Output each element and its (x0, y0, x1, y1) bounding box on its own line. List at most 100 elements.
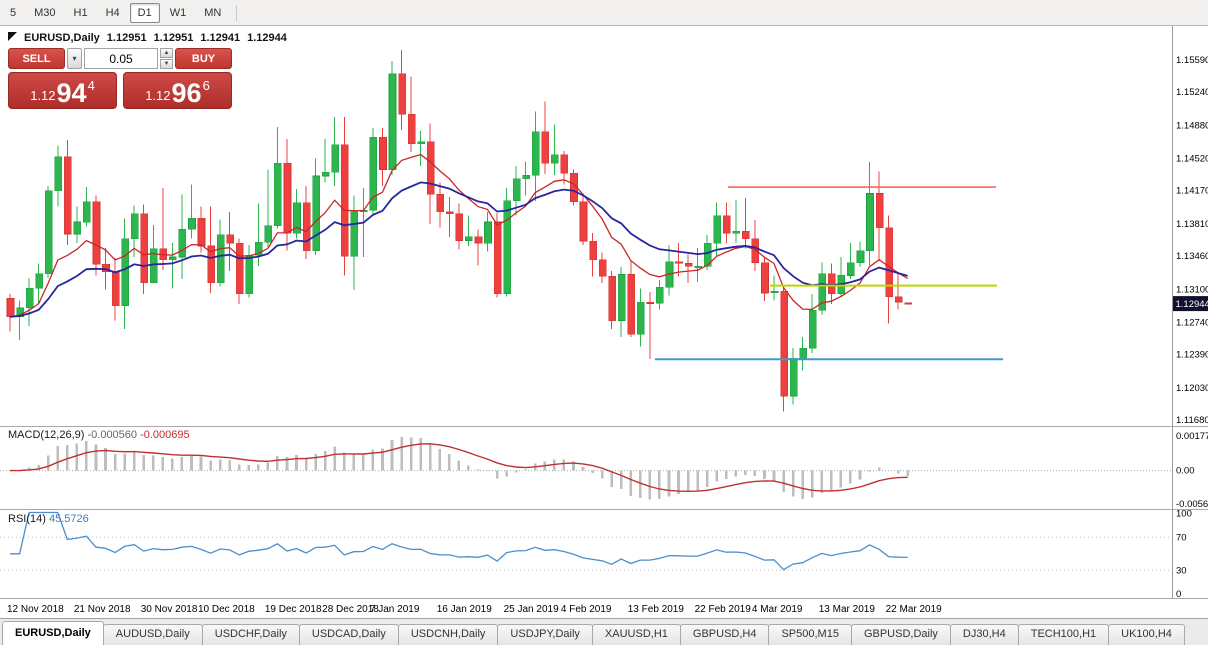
timeframe-button-h4[interactable]: H4 (98, 3, 128, 23)
sell-price-box[interactable]: 1.12 94 4 (8, 72, 117, 109)
candle (484, 211, 492, 252)
price-axis[interactable]: 1.15590 1.15240 1.14880 1.14520 1.14170 1.138… (1173, 55, 1208, 426)
ohlc-high: 1.12951 (153, 32, 194, 44)
candle (808, 293, 817, 353)
buy-button[interactable]: BUY (175, 48, 232, 69)
candle (379, 128, 387, 187)
candle (531, 111, 540, 201)
sell-price-big: 94 (56, 77, 87, 108)
macd-axis-label: 0.00177 (1176, 431, 1208, 442)
timeframe-button-m30[interactable]: M30 (26, 3, 63, 23)
ohlc-low: 1.12941 (200, 32, 241, 44)
candle (83, 187, 91, 227)
candle (73, 206, 82, 244)
timeframe-button-mn[interactable]: MN (196, 3, 229, 23)
lot-dropdown-button[interactable]: ▾ (67, 48, 82, 69)
lot-spinner: ▲ ▼ (160, 48, 173, 69)
price-axis-label: 1.14880 (1176, 120, 1208, 131)
time-axis-label: 13 Feb 2019 (628, 604, 685, 615)
symbol-tab-gbpusd-daily[interactable]: GBPUSD,Daily (850, 624, 951, 645)
candle (16, 300, 24, 340)
price-axis-label: 1.13810 (1176, 219, 1208, 230)
rsi-label: RSI(14) 45.5726 (8, 513, 89, 525)
time-axis[interactable]: 12 Nov 2018 21 Nov 2018 30 Nov 2018 10 Dec … (7, 604, 942, 615)
price-axis-label: 1.12740 (1176, 317, 1208, 328)
symbol-tab-uk100-h4[interactable]: UK100,H4 (1108, 624, 1185, 645)
candle (159, 188, 168, 270)
candle (789, 348, 798, 405)
candle (722, 202, 731, 244)
symbol-tab-usdjpy-daily[interactable]: USDJPY,Daily (497, 624, 593, 645)
candle (474, 229, 483, 266)
candle (875, 171, 884, 259)
rsi-line (10, 511, 908, 571)
candle (340, 117, 349, 276)
candle (541, 101, 550, 175)
one-click-toggle-icon[interactable] (8, 32, 17, 41)
time-axis-label: 16 Jan 2019 (437, 604, 492, 615)
symbol-tab-gbpusd-h4[interactable]: GBPUSD,H4 (679, 624, 770, 645)
candle (455, 203, 464, 250)
candle (436, 182, 445, 228)
timeframe-button-d1[interactable]: D1 (129, 2, 160, 23)
candle (169, 243, 177, 289)
macd-signal-line (9, 443, 908, 493)
timeframe-button-h1[interactable]: H1 (66, 3, 96, 23)
symbol-tab-sp500-m15[interactable]: SP500,M15 (768, 624, 852, 645)
chart-window: 1.15590 1.15240 1.14880 1.14520 1.14170 1.138… (0, 26, 1208, 618)
symbol-tab-audusd-daily[interactable]: AUDUSD,Daily (102, 624, 203, 645)
chevron-down-icon: ▾ (72, 53, 77, 63)
toolbar-divider (236, 4, 238, 21)
moving-averages-layer (9, 153, 909, 318)
symbol-tab-eurusd-daily[interactable]: EURUSD,Daily (2, 621, 104, 645)
symbol-tab-dj30-h4[interactable]: DJ30,H4 (949, 624, 1019, 645)
chart-canvas[interactable]: 1.15590 1.15240 1.14880 1.14520 1.14170 1.138… (0, 26, 1208, 618)
candle (598, 252, 607, 283)
symbol-tab-bar: EURUSD,Daily AUDUSD,Daily USDCHF,Daily USDC… (0, 618, 1208, 645)
candle (369, 128, 378, 216)
candle (560, 151, 569, 185)
time-axis-label: 30 Nov 2018 (141, 604, 198, 615)
rsi-axis-label: 0 (1176, 589, 1181, 600)
candle (856, 241, 865, 268)
symbol-tab-tech100-h1[interactable]: TECH100,H1 (1017, 624, 1110, 645)
candle (216, 219, 225, 287)
symbol-tab-usdchf-daily[interactable]: USDCHF,Daily (201, 624, 300, 645)
ma-slow-line (9, 181, 908, 318)
ohlc-open: 1.12951 (106, 32, 147, 44)
symbol-tab-usdcnh-daily[interactable]: USDCNH,Daily (397, 624, 499, 645)
candle (388, 60, 397, 176)
sell-button[interactable]: SELL (8, 48, 65, 69)
lot-increase-button[interactable]: ▲ (160, 48, 173, 58)
buy-price-box[interactable]: 1.12 96 6 (123, 72, 232, 109)
symbol-tab-xauusd-h1[interactable]: XAUUSD,H1 (591, 624, 681, 645)
timeframe-button-5[interactable]: 5 (2, 3, 24, 23)
macd-axis-label: -0.00566 (1176, 499, 1208, 510)
lot-size-input[interactable] (84, 48, 158, 69)
time-axis-label: 4 Feb 2019 (561, 604, 612, 615)
candle (54, 145, 63, 207)
candle (780, 287, 788, 412)
price-axis-label: 1.14520 (1176, 154, 1208, 165)
time-axis-label: 7 Jan 2019 (370, 604, 420, 615)
symbol-tab-usdcad-daily[interactable]: USDCAD,Daily (298, 624, 399, 645)
candle (866, 162, 874, 266)
candle (207, 206, 215, 293)
candle (302, 186, 311, 259)
candle (283, 139, 292, 251)
candle (35, 263, 44, 304)
candle (503, 188, 511, 297)
candle (770, 275, 779, 301)
price-axis-label: 1.13100 (1176, 284, 1208, 295)
candle (675, 243, 683, 277)
buy-price-pip: 6 (202, 78, 210, 93)
candle (847, 243, 855, 280)
ma-fast-line (9, 153, 909, 318)
time-axis-label: 4 Mar 2019 (752, 604, 803, 615)
candle (713, 202, 722, 257)
timeframe-toolbar: 5 M30 H1 H4 D1 W1 MN (0, 0, 1208, 26)
price-axis-label: 1.12030 (1176, 383, 1208, 394)
timeframe-button-w1[interactable]: W1 (162, 3, 195, 23)
lot-decrease-button[interactable]: ▼ (160, 59, 173, 69)
candle (617, 267, 626, 338)
